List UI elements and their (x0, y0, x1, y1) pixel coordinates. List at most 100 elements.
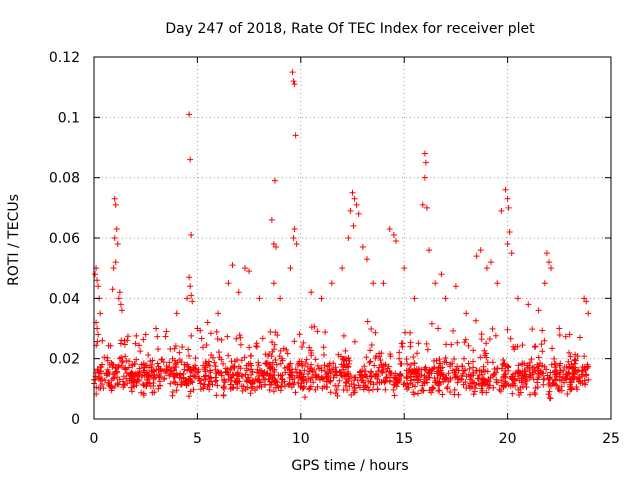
band-point (180, 371, 187, 378)
data-point (186, 111, 193, 118)
band-point (342, 347, 349, 354)
data-point (290, 235, 297, 241)
band-point (577, 378, 584, 385)
band-point (561, 364, 568, 371)
band-point (361, 363, 368, 370)
band-point (476, 367, 483, 374)
data-point (438, 271, 445, 278)
band-point (377, 357, 384, 364)
band-point (104, 366, 111, 373)
band-point (296, 331, 303, 338)
band-point (403, 356, 410, 363)
band-point (396, 355, 403, 362)
data-point (505, 204, 512, 211)
x-tick-label: 10 (292, 431, 310, 447)
band-point (248, 379, 255, 386)
data-point (114, 241, 121, 248)
data-point (291, 225, 298, 232)
band-point (550, 380, 557, 387)
band-point (455, 367, 462, 374)
band-point (194, 369, 201, 376)
data-point (293, 241, 300, 248)
band-point (540, 376, 547, 383)
band-point (233, 378, 240, 385)
band-point (330, 374, 337, 381)
band-point (483, 340, 490, 347)
band-point (167, 380, 174, 387)
band-point (491, 371, 498, 378)
band-point (95, 369, 102, 376)
band-point (575, 374, 582, 381)
data-point (442, 295, 449, 302)
band-point (155, 385, 162, 392)
band-point (462, 379, 469, 386)
band-point (258, 383, 265, 390)
band-point (480, 363, 487, 370)
band-point (292, 366, 299, 373)
data-point (270, 280, 277, 287)
band-point (509, 390, 516, 397)
band-point (124, 333, 131, 340)
band-point (287, 372, 294, 379)
band-point (246, 344, 253, 351)
band-point (409, 368, 416, 375)
data-point (498, 207, 505, 214)
band-point (562, 374, 569, 381)
data-point (543, 250, 550, 257)
band-point (336, 377, 343, 384)
x-tick-label: 0 (90, 431, 99, 447)
band-point (99, 337, 106, 344)
band-point (539, 362, 546, 369)
band-point (541, 375, 548, 382)
data-point (508, 250, 515, 257)
band-point (564, 391, 571, 398)
band-point (118, 354, 125, 361)
band-point (366, 359, 373, 366)
band-point (429, 366, 436, 373)
band-point (192, 373, 199, 380)
band-point (494, 365, 501, 372)
band-point (247, 390, 254, 397)
band-point (367, 369, 374, 376)
data-point (246, 268, 253, 275)
band-point (207, 369, 214, 376)
band-point (136, 342, 143, 349)
data-point (188, 292, 195, 299)
band-point (580, 367, 587, 374)
band-point (527, 391, 534, 398)
band-point (302, 360, 309, 367)
data-point (506, 228, 513, 235)
band-point (428, 320, 435, 327)
band-point (249, 368, 256, 375)
band-point (247, 352, 254, 359)
band-point (242, 386, 249, 393)
band-point (382, 386, 389, 393)
band-point (105, 379, 112, 386)
band-point (160, 376, 167, 383)
band-point (373, 353, 380, 360)
band-point (314, 328, 321, 335)
data-point (292, 132, 299, 139)
band-point (351, 387, 358, 394)
band-point (548, 361, 555, 368)
y-tick-label: 0.02 (49, 352, 80, 368)
band-point (116, 355, 123, 362)
band-point (424, 346, 431, 353)
band-point (487, 382, 494, 389)
band-point (413, 366, 420, 373)
band-point (566, 365, 573, 372)
band-point (374, 386, 381, 393)
band-point (387, 351, 394, 358)
band-point (465, 383, 472, 390)
band-point (206, 362, 213, 369)
data-point (112, 201, 119, 208)
data-point (452, 283, 459, 290)
band-point (545, 376, 552, 383)
band-point (300, 339, 307, 346)
band-point (283, 346, 290, 353)
band-point (163, 362, 170, 369)
band-point (156, 372, 163, 379)
band-point (535, 354, 542, 361)
band-point (224, 333, 231, 340)
band-point (360, 386, 367, 393)
